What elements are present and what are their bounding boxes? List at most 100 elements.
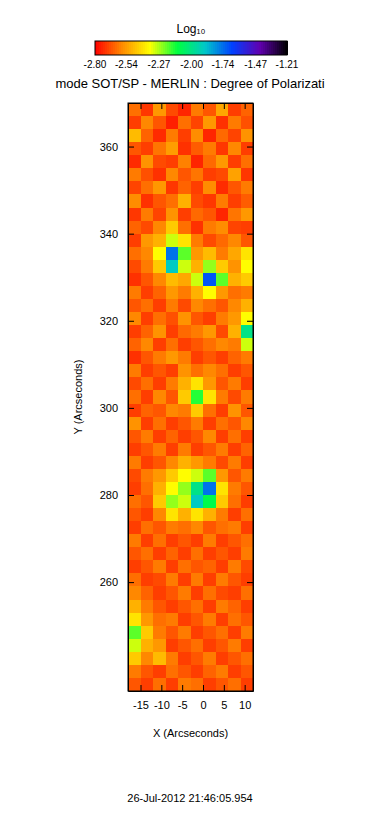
heat-cell bbox=[128, 482, 141, 495]
tick-mark bbox=[247, 234, 253, 235]
tick-mark bbox=[247, 321, 253, 322]
heat-cell bbox=[128, 221, 141, 234]
heat-cell bbox=[153, 273, 166, 286]
heat-cell bbox=[216, 469, 229, 482]
heat-cell bbox=[141, 456, 154, 469]
heat-cell bbox=[216, 573, 229, 586]
heat-cell bbox=[216, 247, 229, 260]
chart-root: -15-10-50510260280300320340360X (Arcseco… bbox=[0, 0, 380, 816]
tick-mark bbox=[247, 147, 253, 148]
heat-cell bbox=[128, 652, 141, 665]
heat-cell bbox=[191, 364, 204, 377]
x-axis-title: X (Arcseconds) bbox=[153, 727, 228, 739]
heat-cell bbox=[203, 639, 216, 652]
heat-cell bbox=[203, 168, 216, 181]
heat-cell bbox=[228, 181, 241, 194]
tick bbox=[247, 582, 253, 583]
heat-cell bbox=[178, 573, 191, 586]
tick-mark bbox=[128, 147, 134, 148]
heat-cell bbox=[228, 155, 241, 168]
heat-cell bbox=[153, 678, 166, 691]
heat-cell bbox=[241, 626, 254, 639]
heat-cell bbox=[153, 547, 166, 560]
heat-cell bbox=[128, 247, 141, 260]
heat-cell bbox=[178, 208, 191, 221]
heat-cell bbox=[228, 312, 241, 325]
heat-cell bbox=[128, 377, 141, 390]
tick: -10 bbox=[154, 685, 170, 711]
heat-cell bbox=[216, 103, 229, 116]
heat-cell bbox=[178, 534, 191, 547]
heat-cell bbox=[191, 586, 204, 599]
heat-cell bbox=[178, 469, 191, 482]
heat-cell bbox=[178, 652, 191, 665]
tick-mark bbox=[247, 582, 253, 583]
heat-cell bbox=[178, 508, 191, 521]
heat-cell bbox=[153, 639, 166, 652]
heat-cell bbox=[228, 194, 241, 207]
heat-cell bbox=[166, 560, 179, 573]
heat-cell bbox=[166, 456, 179, 469]
heat-cell bbox=[203, 521, 216, 534]
tick-label: 340 bbox=[100, 228, 118, 240]
tick-label: 300 bbox=[100, 402, 118, 414]
heat-cell bbox=[228, 626, 241, 639]
heat-cell bbox=[128, 116, 141, 129]
heat-cell bbox=[241, 495, 254, 508]
heat-cell bbox=[241, 482, 254, 495]
heat-cell bbox=[203, 652, 216, 665]
heat-cell bbox=[228, 613, 241, 626]
heat-cell bbox=[128, 639, 141, 652]
heat-cell bbox=[228, 430, 241, 443]
heat-cell bbox=[141, 377, 154, 390]
heat-cell bbox=[228, 103, 241, 116]
heat-cell bbox=[178, 547, 191, 560]
heat-cell bbox=[153, 168, 166, 181]
heat-cell bbox=[128, 273, 141, 286]
heat-cell bbox=[241, 116, 254, 129]
heat-cell bbox=[178, 299, 191, 312]
heat-cell bbox=[178, 181, 191, 194]
heat-cell bbox=[128, 534, 141, 547]
heat-cell bbox=[228, 600, 241, 613]
heat-cell bbox=[216, 260, 229, 273]
colorbar-tick-label: -1.74 bbox=[212, 59, 235, 70]
heat-cell bbox=[203, 103, 216, 116]
heat-cell bbox=[191, 377, 204, 390]
heat-cell bbox=[203, 665, 216, 678]
heat-cell bbox=[141, 560, 154, 573]
heat-cell bbox=[166, 364, 179, 377]
heat-cell bbox=[141, 247, 154, 260]
heat-cell bbox=[191, 600, 204, 613]
tick bbox=[141, 103, 142, 109]
heat-cell bbox=[191, 338, 204, 351]
tick bbox=[247, 321, 253, 322]
heat-cell bbox=[153, 221, 166, 234]
heat-cell bbox=[203, 234, 216, 247]
tick-mark bbox=[128, 582, 134, 583]
heat-cell bbox=[141, 286, 154, 299]
tick bbox=[247, 147, 253, 148]
heat-cell bbox=[178, 600, 191, 613]
heat-cell bbox=[191, 247, 204, 260]
tick-mark bbox=[182, 103, 183, 109]
colorbar-tick-label: -2.54 bbox=[115, 59, 138, 70]
heat-cell bbox=[203, 312, 216, 325]
heat-cell bbox=[216, 482, 229, 495]
tick: 5 bbox=[221, 685, 227, 711]
tick-label: 10 bbox=[239, 699, 251, 711]
heat-cell bbox=[178, 364, 191, 377]
heat-cell bbox=[241, 364, 254, 377]
heat-cell bbox=[128, 417, 141, 430]
heat-cell bbox=[241, 678, 254, 691]
heat-cell bbox=[166, 652, 179, 665]
heat-cell bbox=[241, 142, 254, 155]
tick: 300 bbox=[100, 402, 134, 414]
tick-mark bbox=[141, 103, 142, 109]
heat-cell bbox=[216, 377, 229, 390]
heat-cell bbox=[216, 443, 229, 456]
heat-cell bbox=[178, 194, 191, 207]
heat-cell bbox=[203, 129, 216, 142]
heat-cell bbox=[203, 613, 216, 626]
tick-mark bbox=[203, 103, 204, 109]
